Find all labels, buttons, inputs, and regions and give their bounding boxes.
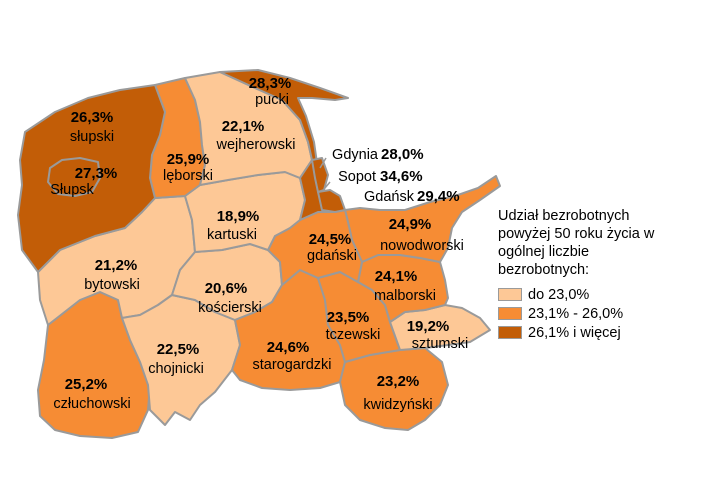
label-value-nowodworski: 24,9% (389, 216, 432, 233)
legend-label-mid: 23,1% - 26,0% (528, 305, 624, 322)
legend: Udział bezrobotnych powyżej 50 roku życi… (498, 207, 703, 342)
label-value-kartuski: 18,9% (217, 208, 260, 225)
label-name-czluchowski: człuchowski (53, 396, 130, 412)
label-name-kwidzynski: kwidzyński (363, 397, 432, 413)
label-name-kartuski: kartuski (207, 227, 257, 243)
legend-item-low: do 23,0% (498, 285, 703, 304)
label-name-slupsk: Słupsk (50, 182, 94, 198)
label-value-gdynia: 28,0% (381, 146, 424, 163)
label-name-sopot: Sopot (338, 169, 376, 185)
label-value-slupsk: 27,3% (75, 165, 118, 182)
label-name-koscierski: kościerski (198, 300, 262, 316)
label-name-leborski: lęborski (163, 168, 213, 184)
label-value-pucki: 28,3% (249, 75, 292, 92)
gdynia-leader-line (319, 157, 327, 169)
label-value-slupski: 26,3% (71, 109, 114, 126)
legend-label-high: 26,1% i więcej (528, 324, 621, 341)
label-name-pucki: pucki (255, 92, 289, 108)
label-value-sopot: 34,6% (380, 168, 423, 185)
label-name-gdanski: gdański (307, 248, 357, 264)
legend-title: Udział bezrobotnych powyżej 50 roku życi… (498, 208, 655, 278)
label-name-gdynia: Gdynia (332, 147, 379, 163)
label-name-gdansk: Gdańsk (364, 189, 415, 205)
label-name-bytowski: bytowski (84, 277, 140, 293)
label-name-sztumski: sztumski (412, 336, 468, 352)
label-value-tczewski: 23,5% (327, 309, 370, 326)
label-name-tczewski: tczewski (326, 327, 381, 343)
label-name-wejherowski: wejherowski (216, 137, 296, 153)
label-value-gdansk: 29,4% (417, 188, 460, 205)
label-value-gdanski: 24,5% (309, 231, 352, 248)
label-name-nowodworski: nowodworski (380, 238, 464, 254)
label-value-wejherowski: 22,1% (222, 118, 265, 135)
region-slupsk[interactable] (47, 157, 101, 197)
legend-label-low: do 23,0% (528, 286, 590, 303)
legend-swatch-low (498, 288, 522, 301)
label-value-leborski: 25,9% (167, 151, 210, 168)
label-value-malborski: 24,1% (375, 268, 418, 285)
region-gdansk[interactable] (317, 189, 346, 213)
legend-item-high: 26,1% i więcej (498, 323, 703, 342)
label-name-chojnicki: chojnicki (148, 361, 204, 377)
label-value-sztumski: 19,2% (407, 318, 450, 335)
label-name-slupski: słupski (70, 129, 114, 145)
label-value-koscierski: 20,6% (205, 280, 248, 297)
label-name-starogardzki: starogardzki (253, 357, 332, 373)
label-value-chojnicki: 22,5% (157, 341, 200, 358)
label-value-kwidzynski: 23,2% (377, 373, 420, 390)
label-value-starogardzki: 24,6% (267, 339, 310, 356)
region-nowodworski[interactable] (344, 175, 501, 263)
legend-swatch-mid (498, 307, 522, 320)
legend-item-mid: 23,1% - 26,0% (498, 304, 703, 323)
label-name-malborski: malborski (374, 288, 436, 304)
legend-swatch-high (498, 326, 522, 339)
sopot-leader-line (324, 181, 331, 189)
label-value-czluchowski: 25,2% (65, 376, 108, 393)
label-value-bytowski: 21,2% (95, 257, 138, 274)
